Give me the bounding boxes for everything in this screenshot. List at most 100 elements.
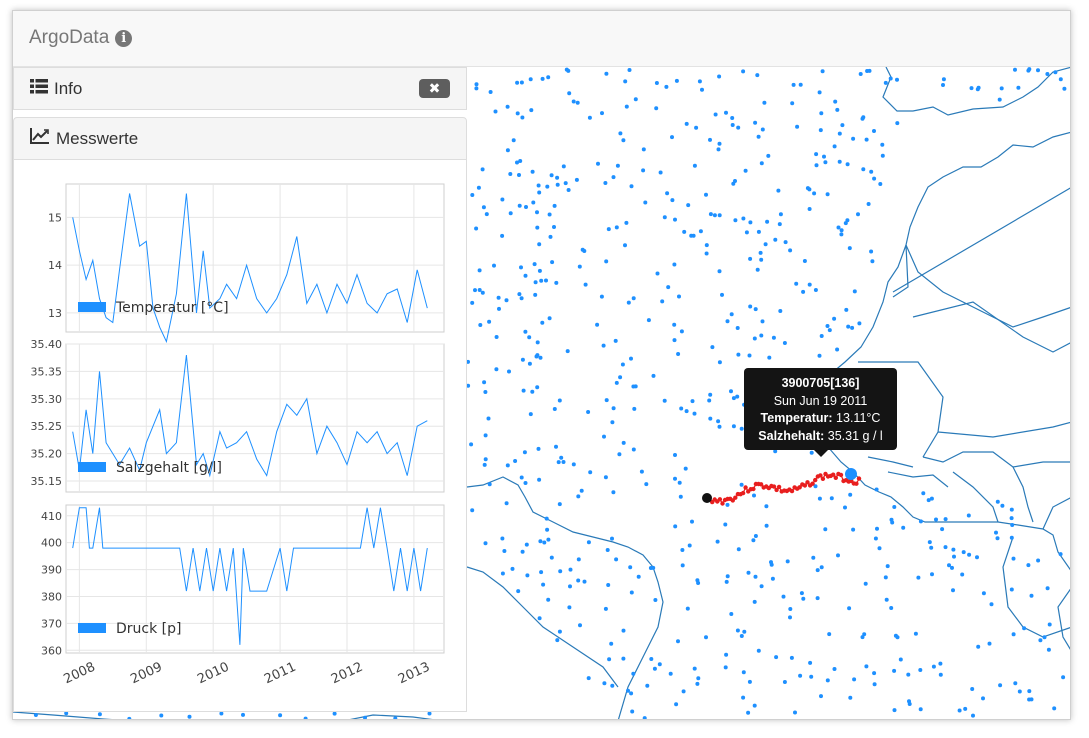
float-marker[interactable]	[916, 575, 921, 580]
track-start-marker[interactable]	[702, 493, 712, 503]
float-marker[interactable]	[483, 390, 488, 394]
float-marker[interactable]	[1052, 706, 1057, 711]
float-marker[interactable]	[547, 316, 552, 321]
float-marker[interactable]	[606, 583, 611, 587]
float-marker[interactable]	[614, 557, 619, 562]
float-marker[interactable]	[673, 524, 678, 529]
float-marker[interactable]	[861, 167, 866, 172]
float-marker[interactable]	[716, 147, 721, 152]
float-marker[interactable]	[586, 676, 591, 681]
float-marker[interactable]	[673, 453, 677, 457]
float-marker[interactable]	[756, 648, 761, 653]
float-marker[interactable]	[818, 128, 823, 133]
float-marker[interactable]	[823, 527, 828, 532]
float-marker[interactable]	[807, 207, 812, 211]
float-marker[interactable]	[481, 205, 486, 210]
float-marker[interactable]	[487, 482, 492, 487]
float-marker[interactable]	[651, 373, 656, 378]
float-marker[interactable]	[731, 424, 736, 429]
float-marker[interactable]	[700, 87, 704, 92]
float-marker[interactable]	[630, 709, 635, 714]
float-marker[interactable]	[883, 80, 888, 85]
float-marker[interactable]	[574, 177, 579, 182]
float-marker[interactable]	[546, 75, 551, 80]
float-marker[interactable]	[708, 392, 713, 397]
float-marker[interactable]	[500, 197, 505, 202]
float-marker[interactable]	[895, 121, 900, 126]
float-marker[interactable]	[851, 136, 856, 141]
float-marker[interactable]	[907, 699, 911, 704]
track-point[interactable]	[758, 482, 764, 487]
float-marker[interactable]	[981, 591, 986, 596]
float-marker[interactable]	[480, 167, 485, 172]
float-marker[interactable]	[561, 460, 566, 464]
float-marker[interactable]	[752, 599, 757, 604]
float-marker[interactable]	[642, 716, 647, 720]
float-marker[interactable]	[747, 679, 752, 684]
float-marker[interactable]	[519, 80, 524, 85]
float-marker[interactable]	[614, 380, 619, 385]
float-marker[interactable]	[836, 225, 841, 230]
float-marker[interactable]	[604, 398, 609, 403]
float-marker[interactable]	[494, 367, 499, 372]
float-marker[interactable]	[812, 191, 817, 196]
float-marker[interactable]	[679, 329, 684, 334]
float-marker[interactable]	[889, 606, 894, 610]
float-marker[interactable]	[539, 278, 544, 283]
float-marker[interactable]	[995, 499, 1000, 504]
float-marker[interactable]	[571, 99, 576, 104]
float-marker[interactable]	[519, 296, 524, 301]
float-marker[interactable]	[552, 407, 557, 411]
float-marker[interactable]	[777, 222, 782, 227]
float-marker[interactable]	[627, 68, 632, 72]
float-marker[interactable]	[987, 641, 992, 646]
float-marker[interactable]	[731, 396, 736, 401]
float-marker[interactable]	[716, 419, 721, 424]
float-marker[interactable]	[505, 104, 510, 109]
float-marker[interactable]	[508, 172, 513, 176]
float-marker[interactable]	[674, 702, 679, 707]
float-marker[interactable]	[695, 681, 700, 686]
float-marker[interactable]	[33, 713, 38, 717]
float-marker[interactable]	[770, 576, 775, 581]
float-marker[interactable]	[1009, 516, 1014, 521]
float-marker[interactable]	[829, 496, 834, 501]
float-marker[interactable]	[629, 356, 633, 361]
float-marker[interactable]	[860, 635, 865, 640]
float-marker[interactable]	[837, 159, 842, 164]
float-marker[interactable]	[676, 352, 681, 356]
float-marker[interactable]	[691, 233, 696, 238]
float-marker[interactable]	[862, 632, 867, 637]
float-marker[interactable]	[951, 588, 955, 593]
float-marker[interactable]	[725, 574, 730, 579]
float-marker[interactable]	[219, 711, 224, 716]
float-marker[interactable]	[664, 84, 669, 89]
float-marker[interactable]	[528, 77, 533, 82]
float-marker[interactable]	[515, 160, 519, 165]
float-marker[interactable]	[566, 188, 571, 192]
float-marker[interactable]	[788, 615, 792, 620]
float-marker[interactable]	[623, 243, 627, 248]
float-marker[interactable]	[999, 86, 1004, 91]
float-marker[interactable]	[643, 200, 648, 205]
float-marker[interactable]	[717, 213, 722, 218]
float-marker[interactable]	[976, 644, 981, 649]
float-marker[interactable]	[500, 233, 505, 238]
float-marker[interactable]	[832, 316, 837, 321]
track-point[interactable]	[771, 484, 777, 489]
float-marker[interactable]	[764, 504, 769, 509]
float-marker[interactable]	[807, 282, 812, 287]
float-marker[interactable]	[808, 660, 813, 665]
float-marker[interactable]	[844, 307, 849, 312]
float-marker[interactable]	[631, 384, 636, 389]
float-marker[interactable]	[843, 505, 847, 510]
float-marker[interactable]	[610, 420, 615, 425]
float-marker[interactable]	[621, 138, 626, 143]
float-marker[interactable]	[729, 612, 734, 616]
float-marker[interactable]	[538, 355, 543, 360]
float-marker[interactable]	[697, 79, 702, 84]
float-marker[interactable]	[1045, 72, 1050, 76]
track-point[interactable]	[856, 476, 862, 481]
float-marker[interactable]	[895, 77, 899, 82]
float-marker[interactable]	[497, 306, 501, 311]
